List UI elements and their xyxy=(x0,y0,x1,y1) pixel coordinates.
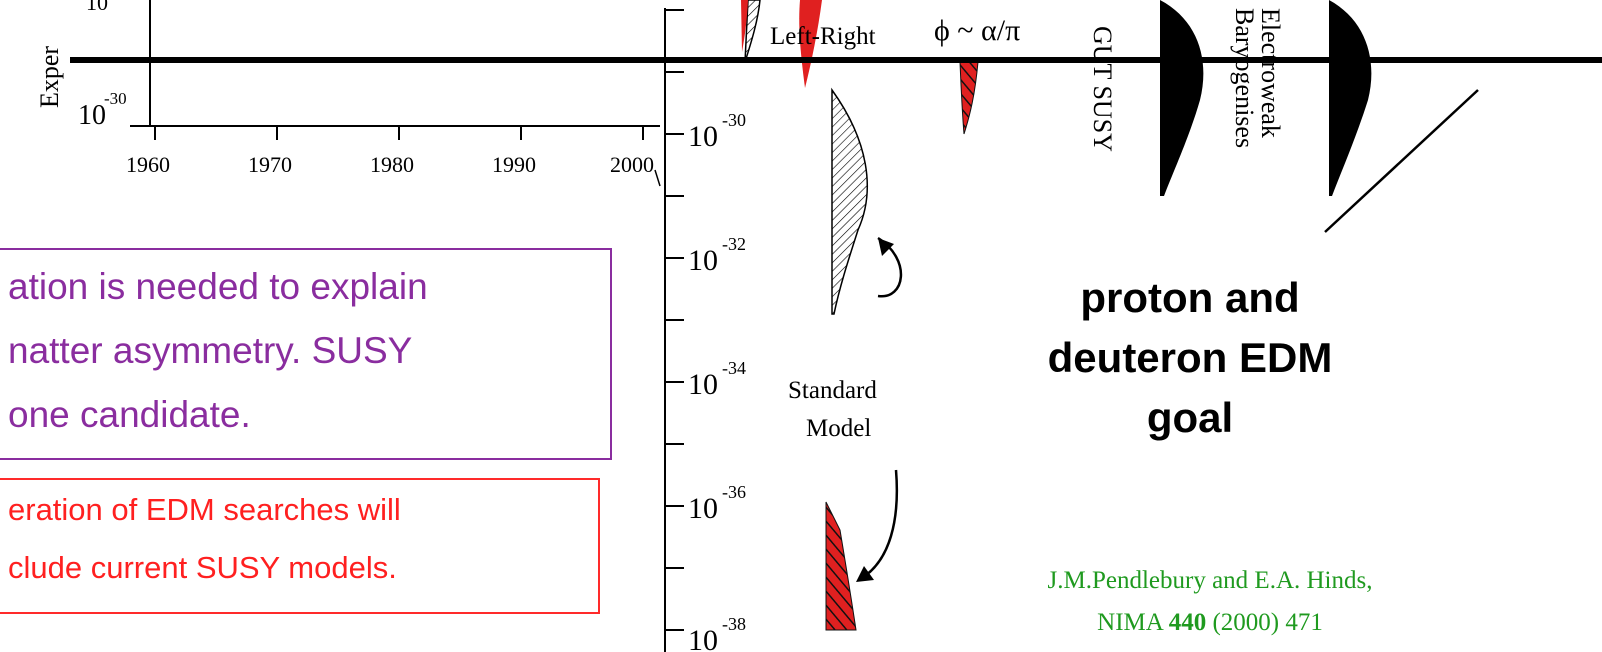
left-plot-y-tick-top: 10 xyxy=(86,0,108,15)
left-plot: Exper 10 10 -30 1960 1970 1980 1990 2000 xyxy=(35,0,661,187)
x-tick-1980: 1980 xyxy=(370,152,414,177)
citation-volume: 440 xyxy=(1168,609,1207,636)
left-plot-x-tick-marks xyxy=(154,126,644,140)
left-plot-edge-mark xyxy=(654,169,661,187)
edm-scale-major-ticks xyxy=(665,133,684,631)
goal-line-1: proton and xyxy=(1080,274,1300,321)
red-note-line-1: eration of EDM searches will xyxy=(8,492,401,527)
scale-tick-32-base: 10 xyxy=(688,244,718,277)
phi-red-hatched-shape xyxy=(959,61,979,135)
gut-susy-shape xyxy=(1160,0,1204,196)
goal-line-2: deuteron EDM xyxy=(1047,334,1333,381)
scale-tick-30-exp: -30 xyxy=(722,110,746,130)
edm-scale-minor-ticks xyxy=(665,9,684,569)
goal-heading: proton and deuteron EDM goal xyxy=(1040,268,1340,448)
scale-tick-32-exp: -32 xyxy=(722,234,746,254)
left-right-red-sliver xyxy=(741,0,748,52)
scale-tick-36-base: 10 xyxy=(688,492,718,525)
left-plot-y-tick-bottom-exp: -30 xyxy=(104,89,127,108)
standard-model-label-2: Model xyxy=(806,415,871,442)
standard-model-label-1: Standard xyxy=(788,377,877,404)
edm-scale: 10 -30 10 -32 10 -34 10 -36 10 -38 xyxy=(664,8,746,652)
citation-ref: NIMA 440 (2000) 471 xyxy=(1000,602,1420,644)
electroweak-label: Electroweak xyxy=(1256,8,1285,138)
standard-model-red-shape xyxy=(825,501,857,631)
purple-note-line-1: ation is needed to explain xyxy=(8,266,428,307)
purple-note-box: ation is needed to explain natter asymme… xyxy=(0,248,612,460)
diagonal-line xyxy=(1324,89,1479,233)
scale-tick-38-base: 10 xyxy=(688,624,718,652)
left-plot-y-tick-bottom-base: 10 xyxy=(78,100,106,131)
scale-tick-38-exp: -38 xyxy=(722,614,746,634)
baryogenises-label: Baryogenises xyxy=(1230,8,1259,148)
arrow-down-head xyxy=(856,566,874,582)
goal-line-3: goal xyxy=(1146,394,1234,441)
phi-label: ϕ ~ α/π xyxy=(934,14,1020,47)
left-right-red-shape xyxy=(799,0,822,88)
left-right-label: Left-Right xyxy=(770,23,876,50)
purple-note-line-2: natter asymmetry. SUSY xyxy=(8,330,413,371)
gut-susy-label: GUT SUSY xyxy=(1088,26,1117,152)
x-tick-1970: 1970 xyxy=(248,152,292,177)
x-tick-2000: 2000 xyxy=(610,152,654,177)
citation-journal: NIMA xyxy=(1097,609,1163,636)
left-plot-y-label: Exper xyxy=(35,46,64,108)
standard-model-hatched-shape xyxy=(831,87,868,315)
standard-model-arrows xyxy=(856,236,903,582)
purple-note-line-3: one candidate. xyxy=(8,394,251,435)
red-note-box: eration of EDM searches will clude curre… xyxy=(0,478,600,614)
citation-authors: J.M.Pendlebury and E.A. Hinds, xyxy=(1047,567,1373,594)
scale-tick-34-exp: -34 xyxy=(722,358,746,378)
arrow-up-head xyxy=(878,238,894,256)
citation: J.M.Pendlebury and E.A. Hinds, NIMA 440 … xyxy=(1000,560,1420,644)
citation-year-page: (2000) 471 xyxy=(1212,609,1323,636)
red-note-line-2: clude current SUSY models. xyxy=(8,550,397,585)
scale-tick-34-base: 10 xyxy=(688,368,718,401)
arrow-down-curve xyxy=(861,469,899,580)
scale-tick-36-exp: -36 xyxy=(722,482,746,502)
scale-tick-30-base: 10 xyxy=(688,120,718,153)
electroweak-shape xyxy=(1329,0,1372,196)
x-tick-1960: 1960 xyxy=(126,152,170,177)
x-tick-1990: 1990 xyxy=(492,152,536,177)
model-shapes xyxy=(741,0,1479,631)
